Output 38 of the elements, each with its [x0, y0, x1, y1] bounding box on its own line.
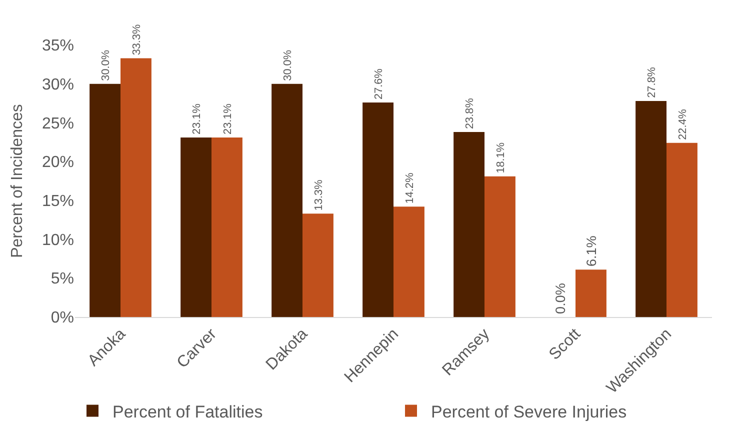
y-tick-label: 5% [50, 270, 74, 288]
y-tick-label: 20% [42, 154, 74, 172]
data-label: 27.6% [372, 68, 385, 100]
bar [272, 84, 302, 317]
data-label: 23.1% [190, 103, 203, 134]
bar [454, 132, 484, 317]
data-label: 33.3% [130, 24, 143, 56]
bar [394, 206, 424, 317]
bar [362, 102, 394, 317]
data-label: 22.4% [676, 108, 689, 140]
legend-label: Percent of Fatalities [112, 402, 263, 422]
bar [484, 176, 516, 317]
y-tick-label: 15% [42, 193, 74, 210]
y-tick-label: 35% [42, 38, 74, 55]
data-label: 18.1% [494, 142, 507, 174]
data-label: 23.1% [222, 103, 234, 134]
bar [120, 58, 152, 317]
bar [576, 270, 606, 317]
bar [180, 137, 212, 317]
data-label: 14.2% [404, 172, 416, 204]
bar [212, 137, 242, 317]
data-label: 13.3% [312, 179, 325, 211]
bar [636, 100, 666, 317]
data-label: 30.0% [282, 50, 294, 81]
legend-label: Percent of Severe Injuries [431, 402, 627, 422]
data-label: 30.0% [100, 50, 112, 81]
bar [90, 84, 120, 317]
y-tick-label: 30% [42, 76, 74, 94]
bar [666, 142, 698, 317]
y-tick-label: 0% [50, 310, 74, 327]
data-label: 23.8% [464, 98, 476, 130]
bar [302, 214, 334, 317]
y-tick-label: 25% [42, 115, 74, 132]
y-tick-label: 10% [42, 232, 74, 249]
data-label: 27.8% [646, 66, 658, 98]
y-axis-title: Percent of Incidences [8, 104, 26, 258]
data-label: 0.0% [552, 283, 568, 314]
data-label: 6.1% [584, 236, 599, 267]
